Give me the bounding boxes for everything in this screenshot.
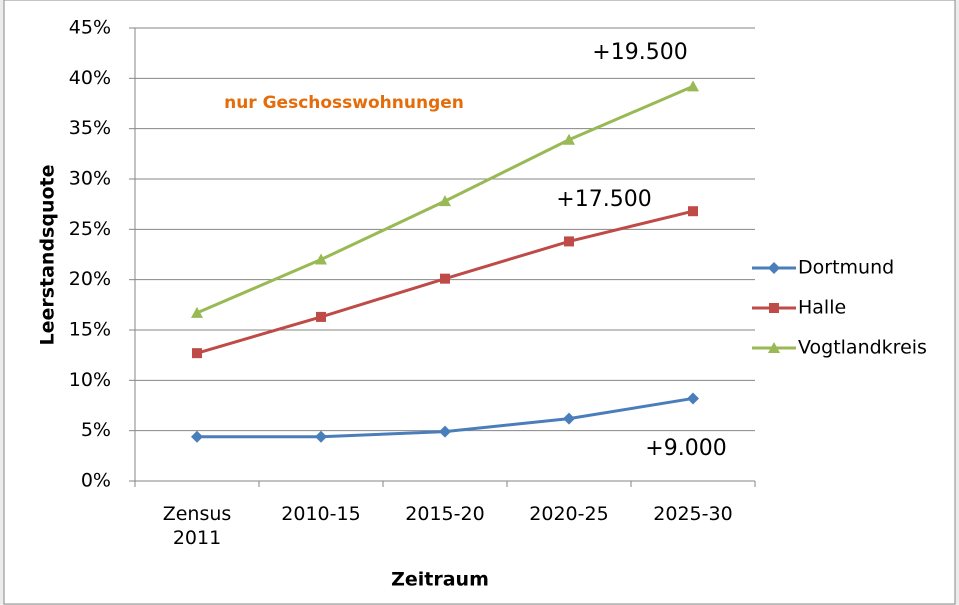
x-tick-label: 2025-30: [653, 503, 733, 525]
y-tick-label: 35%: [69, 117, 111, 139]
marker: [191, 430, 203, 443]
legend-label: Halle: [798, 297, 846, 319]
marker: [439, 425, 451, 438]
marker: [688, 206, 698, 217]
y-axis-title: Leerstandsquote: [37, 164, 59, 345]
marker: [563, 412, 575, 425]
y-tick-label: 5%: [81, 419, 111, 441]
annotation: +17.500: [556, 187, 651, 212]
marker: [439, 195, 451, 207]
y-tick-label: 30%: [69, 168, 111, 190]
chart-area: [3, 0, 956, 605]
y-tick-label: 45%: [69, 17, 111, 39]
y-tick-label: 20%: [69, 268, 111, 290]
annotation: +9.000: [645, 436, 726, 461]
marker: [564, 236, 574, 247]
x-tick-label: Zensus 2011: [162, 503, 232, 549]
marker: [316, 311, 326, 322]
y-tick-label: 10%: [69, 369, 111, 391]
legend-marker: [768, 262, 780, 274]
legend-marker: [768, 342, 780, 353]
marker: [191, 306, 203, 318]
marker: [315, 430, 327, 443]
y-tick-label: 40%: [69, 67, 111, 89]
x-axis-title: Zeitraum: [391, 569, 489, 591]
legend-marker: [769, 303, 779, 313]
x-tick-label: 2010-15: [281, 503, 361, 525]
marker: [563, 133, 575, 145]
annotation: nur Geschosswohnungen: [224, 93, 464, 113]
x-tick-label: 2020-25: [529, 503, 609, 525]
marker: [687, 80, 699, 92]
legend-label: Vogtlandkreis: [798, 337, 927, 359]
marker: [192, 348, 202, 359]
marker: [315, 253, 327, 265]
legend-label: Dortmund: [798, 257, 894, 279]
annotation: +19.500: [592, 40, 687, 65]
marker: [440, 273, 450, 284]
y-tick-label: 15%: [69, 319, 111, 341]
x-tick-label: 2015-20: [405, 503, 485, 525]
y-tick-label: 0%: [81, 470, 111, 492]
marker: [687, 392, 699, 405]
y-tick-label: 25%: [69, 218, 111, 240]
